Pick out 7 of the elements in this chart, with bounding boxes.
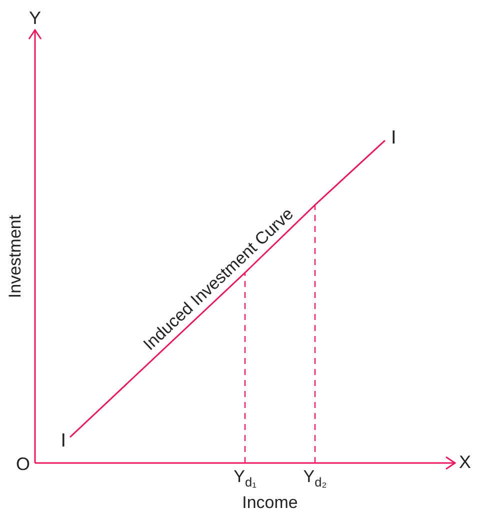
x-axis-title: Income: [242, 493, 298, 512]
text: Y: [28, 8, 42, 28]
text: X: [459, 452, 472, 472]
y-axis-title: Investment: [6, 214, 25, 298]
annotation: I: [60, 430, 66, 452]
annotation: I: [391, 128, 396, 149]
text: O: [16, 454, 30, 474]
